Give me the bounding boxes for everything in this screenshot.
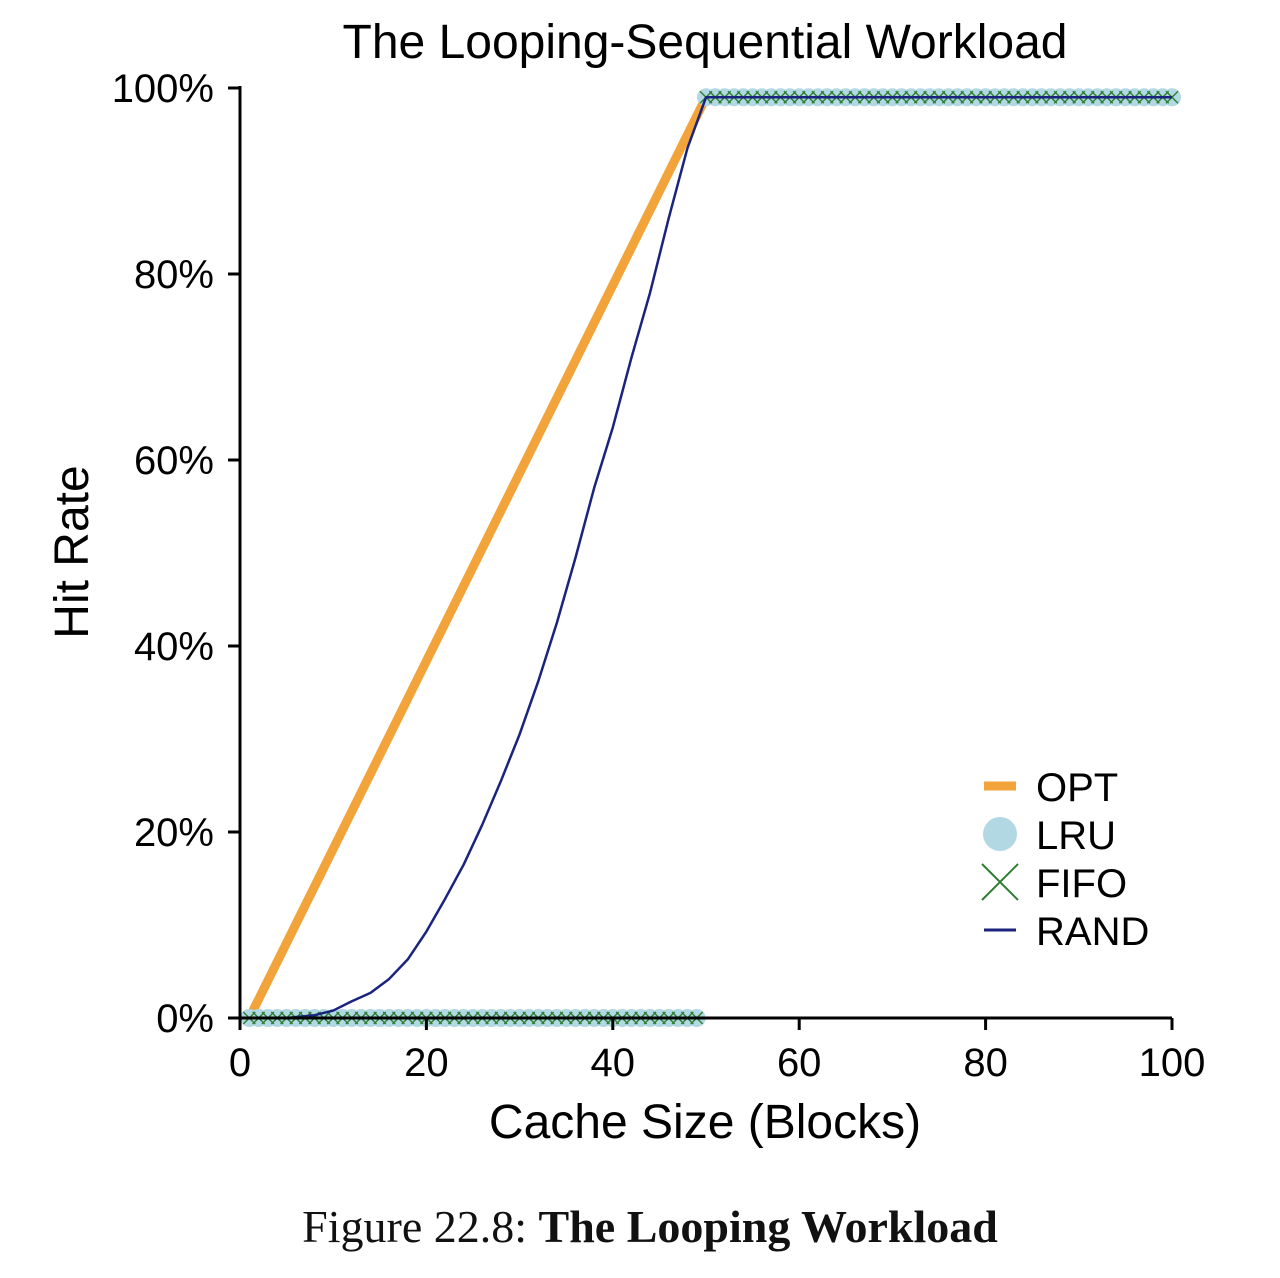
legend-swatch-fifo (981, 863, 1019, 901)
chart: The Looping-Sequential Workload Cache Si… (46, 16, 1206, 1149)
caption-prefix: Figure 22.8: (302, 1201, 528, 1252)
x-tick-label: 100 (1139, 1041, 1206, 1085)
x-tick-label: 20 (404, 1041, 449, 1085)
x-tick-label: 40 (591, 1041, 636, 1085)
y-tick-label: 60% (134, 439, 214, 483)
legend-label-fifo: FIFO (1036, 862, 1127, 906)
opt-line (244, 92, 1177, 1023)
legend-label-lru: LRU (1036, 814, 1116, 858)
x-tick-label: 60 (777, 1041, 822, 1085)
x-tick-label: 0 (229, 1041, 251, 1085)
legend-label-rand: RAND (1036, 910, 1149, 954)
chart-title: The Looping-Sequential Workload (343, 16, 1068, 69)
y-tick-label: 0% (156, 997, 214, 1041)
ticks-layer: 0 20 40 60 80 100 0% 20% 40% 60% 80% 100% (112, 67, 1206, 1085)
x-tick-label: 80 (963, 1041, 1008, 1085)
x-axis-label: Cache Size (Blocks) (489, 1096, 921, 1149)
rand-line (249, 96, 1172, 1020)
y-axis-label: Hit Rate (46, 465, 99, 638)
caption-title: The Looping Workload (538, 1201, 998, 1252)
y-tick-label: 40% (134, 625, 214, 669)
legend-label-opt: OPT (1036, 766, 1118, 810)
y-tick-label: 80% (134, 253, 214, 297)
figure-caption: Figure 22.8: The Looping Workload (0, 1200, 1280, 1253)
legend-swatch-lru (983, 817, 1017, 851)
y-tick-label: 20% (134, 811, 214, 855)
y-tick-label: 100% (112, 67, 214, 111)
